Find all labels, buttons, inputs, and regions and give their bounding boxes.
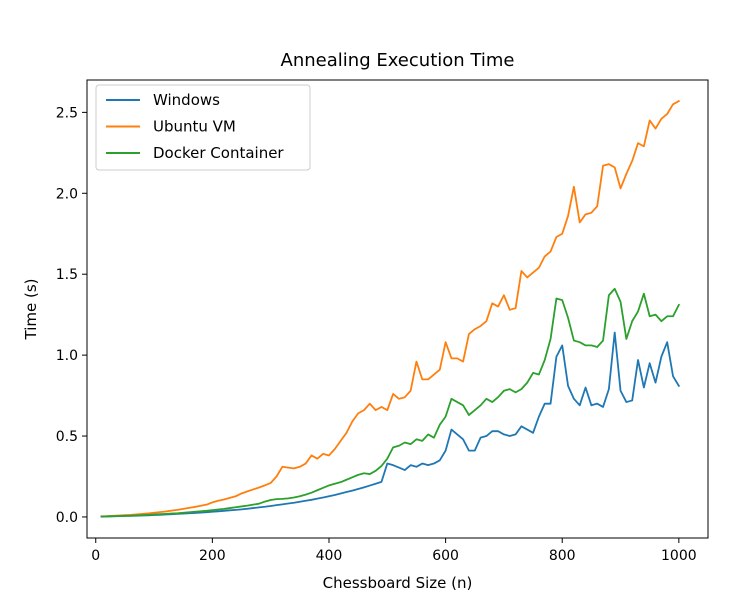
y-axis: 0.0 0.5 1.0 1.5 2.0 2.5 — [56, 105, 87, 526]
x-tick-label: 200 — [199, 548, 226, 564]
chart-title: Annealing Execution Time — [281, 50, 515, 71]
y-tick-label: 1.5 — [56, 267, 78, 283]
y-tick-label: 2.5 — [56, 105, 78, 121]
series-layer — [100, 99, 681, 518]
y-tick-label: 2.0 — [56, 186, 78, 202]
plot-frame — [86, 79, 709, 539]
y-tick-label: 0.5 — [56, 429, 78, 445]
legend-label-0: Windows — [153, 91, 220, 109]
y-tick-label: 0.0 — [56, 510, 78, 526]
legend-label-1: Ubuntu VM — [153, 118, 236, 136]
y-axis-label: Time (s) — [22, 279, 40, 341]
x-axis: 0 200 400 600 800 1000 — [91, 538, 697, 564]
y-tick-label: 1.0 — [56, 348, 78, 364]
x-tick-label: 600 — [432, 548, 459, 564]
x-tick-label: 1000 — [661, 548, 697, 564]
series-line-0 — [100, 331, 681, 518]
series-line-1 — [100, 99, 681, 518]
legend-box — [95, 84, 311, 171]
x-tick-label: 400 — [316, 548, 343, 564]
legend: Windows Ubuntu VM Docker Container — [95, 84, 311, 171]
x-tick-label: 800 — [549, 548, 576, 564]
series-line-2 — [100, 287, 681, 518]
x-tick-label: 0 — [91, 548, 100, 564]
legend-label-2: Docker Container — [153, 144, 284, 162]
x-axis-label: Chessboard Size (n) — [323, 574, 473, 592]
